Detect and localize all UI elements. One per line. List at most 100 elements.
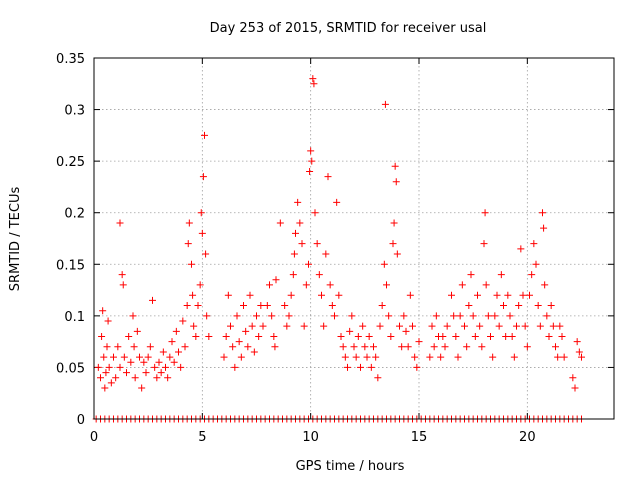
data-point (357, 363, 364, 371)
data-point (352, 353, 360, 361)
data-point (502, 332, 510, 340)
data-point (188, 260, 195, 268)
data-point (441, 343, 449, 351)
data-point (285, 312, 293, 320)
data-point (380, 260, 388, 268)
data-point (294, 198, 302, 206)
data-point (519, 291, 527, 299)
data-point (432, 312, 440, 320)
data-point (426, 353, 434, 361)
data-point (203, 312, 211, 320)
data-point (526, 291, 533, 299)
data-point (484, 312, 492, 320)
data-point (322, 250, 330, 258)
y-tick-label: 0.3 (64, 104, 85, 119)
data-point (387, 332, 395, 340)
data-point (482, 281, 490, 289)
data-point (197, 209, 205, 217)
data-point (487, 332, 494, 340)
data-point (341, 353, 349, 361)
data-point (181, 343, 189, 351)
data-point (222, 332, 230, 340)
data-point (237, 353, 245, 361)
data-point (100, 353, 108, 361)
data-point (448, 291, 455, 299)
data-point (413, 363, 421, 371)
data-point (532, 260, 540, 268)
plot-frame (93, 57, 615, 420)
x-tick-label: 0 (90, 430, 98, 445)
data-point (114, 343, 122, 351)
data-point (430, 343, 438, 351)
data-point (107, 379, 115, 387)
data-point (159, 348, 167, 356)
data-point (571, 384, 579, 392)
data-point (510, 353, 518, 361)
data-point (270, 332, 278, 340)
data-point (398, 343, 406, 351)
data-point (374, 374, 382, 382)
data-point (205, 332, 213, 340)
data-point (480, 240, 488, 248)
data-point (118, 271, 126, 279)
data-point (372, 353, 380, 361)
data-point (153, 374, 161, 382)
data-point (272, 276, 280, 284)
data-point (190, 322, 198, 330)
data-point (120, 353, 128, 361)
data-point (142, 369, 150, 377)
data-point (331, 312, 338, 320)
data-point (102, 369, 110, 377)
data-point (151, 363, 159, 371)
data-point (164, 374, 172, 382)
data-point (402, 327, 410, 335)
data-point (458, 281, 466, 289)
data-point (324, 173, 332, 181)
data-point (116, 219, 124, 227)
data-point (378, 302, 386, 310)
data-point (263, 302, 271, 310)
data-point (495, 322, 503, 330)
data-point (202, 250, 210, 258)
data-point (547, 302, 555, 310)
data-point (307, 147, 315, 155)
x-tick-label: 10 (302, 430, 319, 445)
data-point (229, 343, 237, 351)
data-point (166, 353, 174, 361)
data-point (333, 198, 341, 206)
y-tick-label: 0.35 (56, 52, 85, 67)
data-point (157, 369, 165, 377)
data-point (309, 75, 317, 83)
data-point (310, 80, 318, 88)
data-point (428, 322, 436, 330)
data-point (250, 348, 258, 356)
data-point (320, 322, 328, 330)
data-point (493, 291, 501, 299)
data-point (463, 343, 471, 351)
data-point (266, 281, 273, 289)
data-point (298, 240, 306, 248)
data-point (98, 332, 106, 340)
data-point (227, 322, 234, 330)
data-point (306, 167, 314, 175)
data-point (144, 353, 152, 361)
data-point (246, 291, 254, 299)
axes: 0 0.05 0.1 0.15 0.2 0.25 0.3 0.35 0 5 10 15 20 (56, 52, 614, 445)
data-point (199, 173, 207, 181)
data-point (539, 209, 546, 217)
data-point (189, 291, 197, 299)
data-point (489, 353, 497, 361)
data-point (439, 332, 447, 340)
data-point (469, 312, 477, 320)
data-point (168, 338, 176, 346)
data-point (198, 229, 206, 237)
data-point (305, 260, 312, 268)
data-point (112, 374, 120, 382)
data-point (365, 332, 373, 340)
data-point (296, 219, 304, 227)
chart-title: Day 253 of 2015, SRMTID for receiver usa… (210, 21, 487, 36)
y-axis-label: SRMTID / TECUs (8, 187, 23, 292)
data-point (99, 307, 107, 315)
data-point (104, 317, 112, 325)
data-point (308, 157, 316, 165)
